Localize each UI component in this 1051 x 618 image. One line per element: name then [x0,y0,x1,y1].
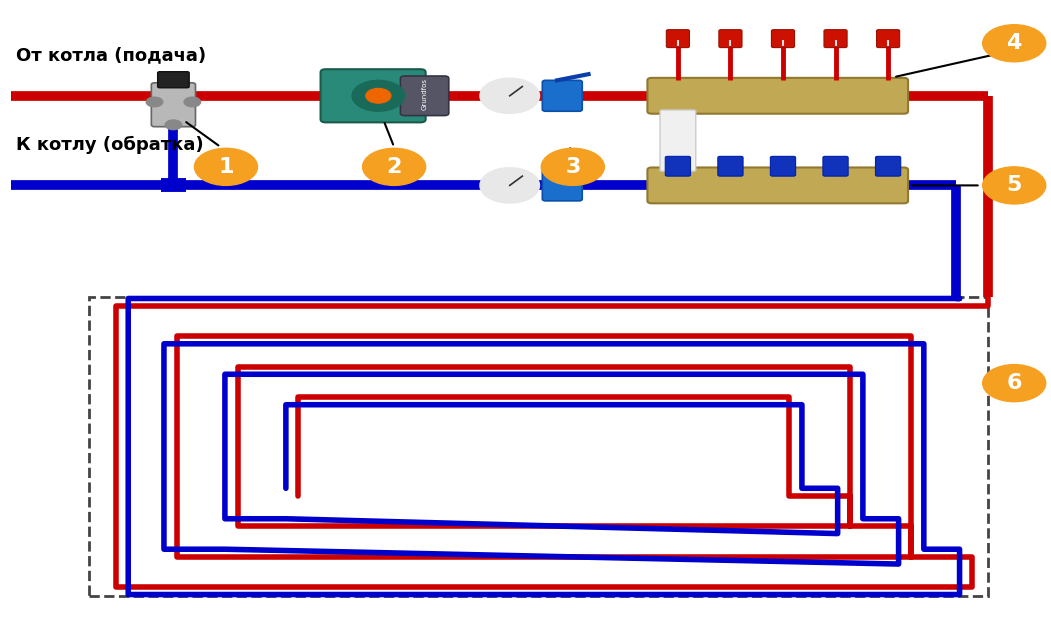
Text: 4: 4 [1007,33,1022,53]
Text: Grundfos: Grundfos [421,78,428,110]
FancyBboxPatch shape [151,83,195,127]
FancyBboxPatch shape [647,78,908,114]
Text: 5: 5 [1007,176,1022,195]
FancyBboxPatch shape [400,76,449,116]
FancyBboxPatch shape [823,156,848,176]
Text: К котлу (обратка): К котлу (обратка) [16,136,204,154]
Text: 1: 1 [219,157,233,177]
Circle shape [165,120,182,130]
FancyBboxPatch shape [542,170,582,201]
FancyBboxPatch shape [771,30,795,48]
FancyBboxPatch shape [660,110,696,171]
Circle shape [146,97,163,107]
Text: 2: 2 [387,157,401,177]
Circle shape [480,168,539,203]
Circle shape [352,80,405,111]
Circle shape [480,78,539,113]
FancyBboxPatch shape [770,156,796,176]
FancyBboxPatch shape [877,30,900,48]
FancyBboxPatch shape [158,72,189,88]
Circle shape [983,167,1046,204]
FancyBboxPatch shape [665,156,691,176]
FancyBboxPatch shape [647,167,908,203]
Circle shape [983,365,1046,402]
Circle shape [194,148,257,185]
Text: От котла (подача): От котла (подача) [16,46,206,65]
Bar [89,297,988,596]
Circle shape [541,148,604,185]
FancyBboxPatch shape [875,156,901,176]
Circle shape [366,88,391,103]
Text: 6: 6 [1007,373,1022,393]
FancyBboxPatch shape [542,80,582,111]
FancyBboxPatch shape [824,30,847,48]
FancyBboxPatch shape [321,69,426,122]
FancyBboxPatch shape [666,30,689,48]
Circle shape [184,97,201,107]
FancyBboxPatch shape [718,156,743,176]
Circle shape [363,148,426,185]
FancyBboxPatch shape [719,30,742,48]
Circle shape [983,25,1046,62]
Text: 3: 3 [565,157,580,177]
